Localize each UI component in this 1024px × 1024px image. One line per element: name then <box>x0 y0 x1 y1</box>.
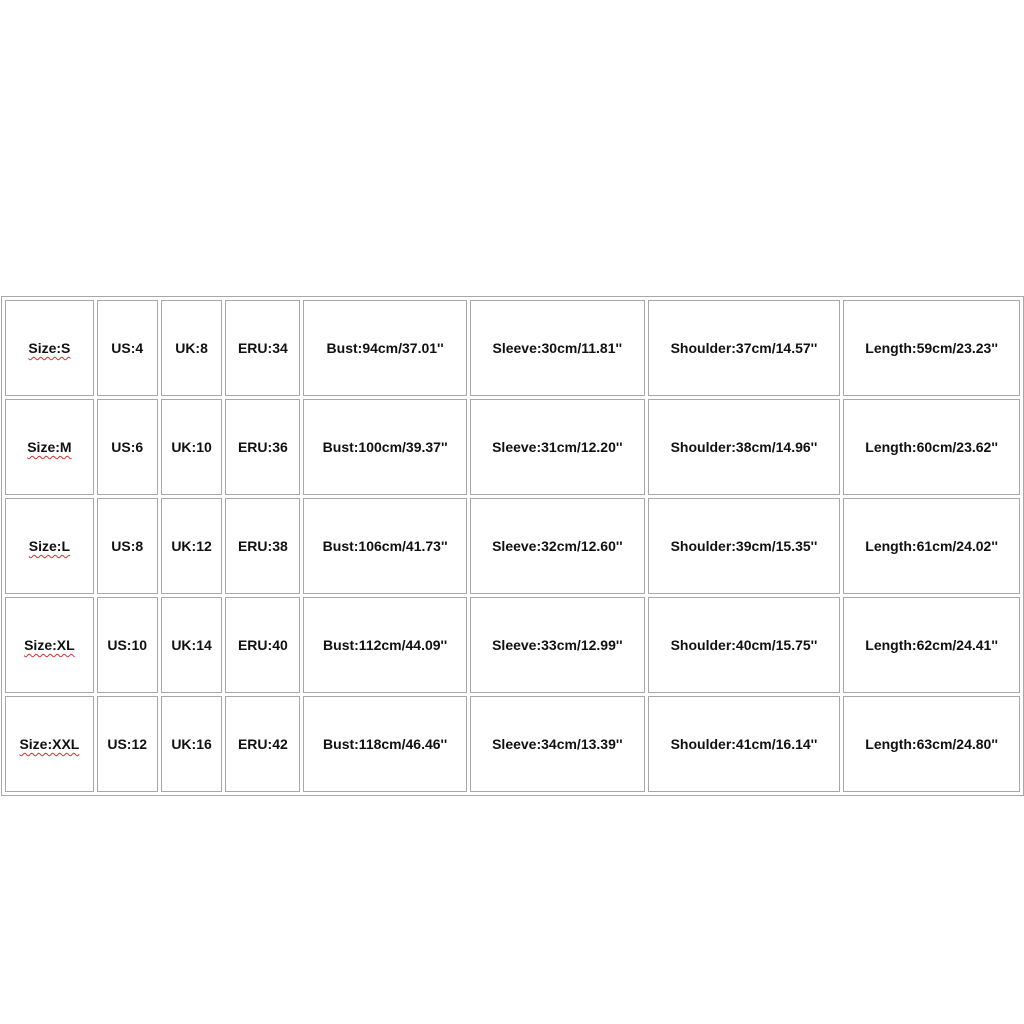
length-cell: Length:59cm/23.23'' <box>843 300 1020 396</box>
shoulder-cell: Shoulder:40cm/15.75'' <box>647 597 841 693</box>
sleeve-text: Sleeve:30cm/11.81'' <box>492 340 623 356</box>
length-text: Length:59cm/23.23'' <box>865 340 998 356</box>
uk-size-text: UK:10 <box>171 439 212 455</box>
shoulder-cell: Shoulder:38cm/14.96'' <box>647 399 841 495</box>
eu-size-text: ERU:40 <box>237 637 288 653</box>
us-size-cell: US:4 <box>96 300 158 396</box>
bust-text: Bust:118cm/46.46'' <box>323 736 448 752</box>
us-size-text: US:6 <box>111 439 144 455</box>
us-size-text: US:8 <box>111 538 144 554</box>
length-text: Length:63cm/24.80'' <box>865 736 998 752</box>
shoulder-text: Shoulder:39cm/15.35'' <box>670 538 818 554</box>
shoulder-text: Shoulder:37cm/14.57'' <box>670 340 818 356</box>
uk-size-cell: UK:16 <box>160 696 223 792</box>
uk-size-cell: UK:10 <box>160 399 223 495</box>
eu-size-cell: ERU:36 <box>225 399 301 495</box>
eu-size-text: ERU:42 <box>237 736 288 752</box>
sleeve-text: Sleeve:34cm/13.39'' <box>492 736 623 752</box>
size-text: Size:XXL <box>19 736 80 752</box>
bust-cell: Bust:106cm/41.73'' <box>303 498 467 594</box>
size-cell: Size:S <box>5 300 94 396</box>
us-size-cell: US:8 <box>96 498 158 594</box>
table-row: Size:M US:6 UK:10 ERU:36 Bust:100cm/39.37'' S… <box>5 399 1020 495</box>
size-text: Size:M <box>27 439 72 455</box>
table-row: Size:L US:8 UK:12 ERU:38 Bust:106cm/41.73'' S… <box>5 498 1020 594</box>
bust-text: Bust:106cm/41.73'' <box>322 538 448 554</box>
eu-size-text: ERU:34 <box>237 340 288 356</box>
us-size-cell: US:10 <box>96 597 158 693</box>
eu-size-cell: ERU:38 <box>225 498 301 594</box>
eu-size-cell: ERU:34 <box>225 300 301 396</box>
length-text: Length:60cm/23.62'' <box>865 439 998 455</box>
us-size-text: US:12 <box>107 736 148 752</box>
length-cell: Length:61cm/24.02'' <box>843 498 1020 594</box>
us-size-cell: US:12 <box>96 696 158 792</box>
bust-text: Bust:94cm/37.01'' <box>326 340 444 356</box>
shoulder-cell: Shoulder:37cm/14.57'' <box>647 300 841 396</box>
table-row: Size:XL US:10 UK:14 ERU:40 Bust:112cm/44.09'… <box>5 597 1020 693</box>
bust-cell: Bust:118cm/46.46'' <box>303 696 467 792</box>
shoulder-cell: Shoulder:41cm/16.14'' <box>647 696 841 792</box>
size-chart-table: Size:S US:4 UK:8 ERU:34 Bust:94cm/37.01'' Sle… <box>1 296 1024 796</box>
uk-size-text: UK:12 <box>171 538 212 554</box>
shoulder-text: Shoulder:40cm/15.75'' <box>670 637 818 653</box>
us-size-cell: US:6 <box>96 399 158 495</box>
uk-size-cell: UK:12 <box>160 498 223 594</box>
shoulder-cell: Shoulder:39cm/15.35'' <box>647 498 841 594</box>
size-cell: Size:XL <box>5 597 94 693</box>
size-text: Size:XL <box>24 637 75 653</box>
sleeve-text: Sleeve:31cm/12.20'' <box>492 439 623 455</box>
size-cell: Size:XXL <box>5 696 94 792</box>
sleeve-cell: Sleeve:34cm/13.39'' <box>469 696 645 792</box>
uk-size-text: UK:8 <box>175 340 208 356</box>
eu-size-text: ERU:38 <box>237 538 288 554</box>
uk-size-cell: UK:14 <box>160 597 223 693</box>
sleeve-text: Sleeve:32cm/12.60'' <box>492 538 623 554</box>
us-size-text: US:10 <box>107 637 148 653</box>
bust-cell: Bust:100cm/39.37'' <box>303 399 467 495</box>
size-text: Size:S <box>28 340 71 356</box>
size-cell: Size:L <box>5 498 94 594</box>
bust-cell: Bust:112cm/44.09'' <box>303 597 467 693</box>
sleeve-cell: Sleeve:32cm/12.60'' <box>469 498 645 594</box>
uk-size-text: UK:16 <box>171 736 212 752</box>
eu-size-cell: ERU:42 <box>225 696 301 792</box>
eu-size-cell: ERU:40 <box>225 597 301 693</box>
table-row: Size:S US:4 UK:8 ERU:34 Bust:94cm/37.01'' Sle… <box>5 300 1020 396</box>
us-size-text: US:4 <box>111 340 144 356</box>
table-row: Size:XXL US:12 UK:16 ERU:42 Bust:118cm/46.46… <box>5 696 1020 792</box>
eu-size-text: ERU:36 <box>237 439 288 455</box>
sleeve-cell: Sleeve:30cm/11.81'' <box>469 300 645 396</box>
bust-cell: Bust:94cm/37.01'' <box>303 300 467 396</box>
length-text: Length:61cm/24.02'' <box>865 538 998 554</box>
length-cell: Length:63cm/24.80'' <box>843 696 1020 792</box>
sleeve-text: Sleeve:33cm/12.99'' <box>492 637 623 653</box>
length-cell: Length:60cm/23.62'' <box>843 399 1020 495</box>
sleeve-cell: Sleeve:31cm/12.20'' <box>469 399 645 495</box>
sleeve-cell: Sleeve:33cm/12.99'' <box>469 597 645 693</box>
bust-text: Bust:100cm/39.37'' <box>322 439 448 455</box>
bust-text: Bust:112cm/44.09'' <box>323 637 448 653</box>
length-cell: Length:62cm/24.41'' <box>843 597 1020 693</box>
size-text: Size:L <box>28 538 70 554</box>
shoulder-text: Shoulder:38cm/14.96'' <box>670 439 818 455</box>
uk-size-cell: UK:8 <box>160 300 223 396</box>
shoulder-text: Shoulder:41cm/16.14'' <box>670 736 818 752</box>
uk-size-text: UK:14 <box>171 637 212 653</box>
size-cell: Size:M <box>5 399 94 495</box>
length-text: Length:62cm/24.41'' <box>865 637 998 653</box>
